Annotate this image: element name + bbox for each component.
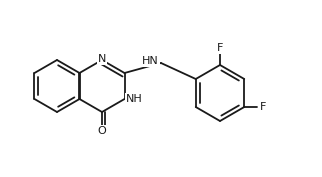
- Text: N: N: [98, 54, 106, 64]
- Text: O: O: [98, 126, 106, 136]
- Text: NH: NH: [126, 94, 142, 104]
- Text: F: F: [217, 43, 223, 53]
- Text: F: F: [260, 102, 267, 112]
- Text: HN: HN: [142, 56, 159, 66]
